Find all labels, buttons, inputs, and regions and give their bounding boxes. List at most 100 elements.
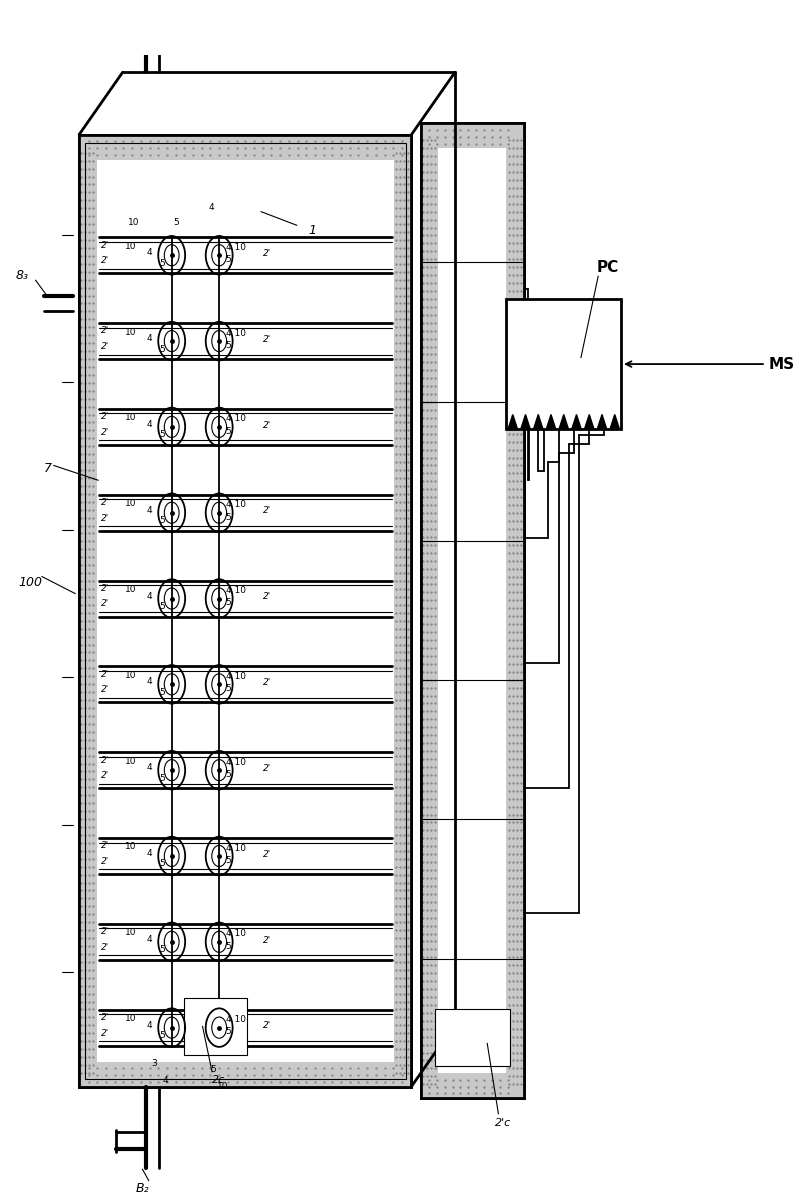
Bar [79,135,411,159]
Text: 8₃: 8₃ [16,269,29,282]
Text: 4 10: 4 10 [226,844,246,852]
Text: 4: 4 [146,505,152,515]
Text: 5: 5 [226,341,231,350]
Text: 10: 10 [125,929,136,937]
Text: 10: 10 [125,756,136,766]
Text: 2': 2' [262,850,271,859]
Text: 8₁: 8₁ [184,0,198,1]
Polygon shape [610,415,619,429]
Text: 10: 10 [125,670,136,680]
Text: 4: 4 [162,1077,168,1085]
Text: 2': 2' [262,764,271,773]
Text: 2': 2' [102,498,110,507]
Text: 7: 7 [43,462,51,476]
Polygon shape [559,415,569,429]
Polygon shape [521,415,530,429]
Bar [79,135,411,1086]
Text: 4: 4 [146,764,152,772]
Text: 2': 2' [262,936,271,944]
Text: 3: 3 [151,1060,157,1068]
Text: 5: 5 [159,688,165,697]
Text: 5: 5 [159,344,165,354]
Text: 10: 10 [125,842,136,852]
Text: 2': 2' [262,249,271,258]
Text: 10: 10 [125,327,136,337]
Polygon shape [572,415,582,429]
Text: 5: 5 [226,255,231,264]
Text: 5: 5 [226,856,231,865]
Bar [421,123,438,1098]
Text: 2': 2' [102,326,110,336]
Text: 10: 10 [128,217,139,227]
Bar [85,142,406,1079]
Text: 1: 1 [309,225,317,238]
Text: 2': 2' [262,1022,271,1030]
Text: 4 10: 4 10 [226,672,246,681]
Text: 5: 5 [226,685,231,693]
Text: 10: 10 [125,586,136,594]
Text: 4: 4 [146,335,152,343]
Text: 2ᴄ: 2ᴄ [212,1074,225,1085]
Bar [435,1010,510,1066]
Text: 4: 4 [209,203,214,213]
Text: 5: 5 [226,513,231,521]
Text: 10: 10 [218,1081,229,1091]
Text: 4 10: 4 10 [226,930,246,938]
Text: 4 10: 4 10 [226,243,246,252]
Text: 10: 10 [125,500,136,508]
Text: B₂: B₂ [136,1182,150,1195]
Text: 4 10: 4 10 [226,1016,246,1024]
Text: 5: 5 [159,602,165,611]
Text: 5: 5 [226,427,231,436]
Text: 2': 2' [102,685,110,694]
Text: 5: 5 [159,258,165,268]
Text: 5: 5 [174,217,179,227]
Bar [183,998,247,1055]
Text: 2': 2' [102,256,110,265]
Text: 4: 4 [146,1021,152,1030]
Text: MS: MS [769,356,795,372]
Text: 2'ᴄ: 2'ᴄ [495,1117,511,1128]
Bar [421,123,524,1098]
Text: 2': 2' [102,841,110,851]
Text: 10: 10 [125,413,136,422]
Text: 5: 5 [159,516,165,525]
Text: 4: 4 [146,848,152,858]
Text: 2': 2' [102,412,110,422]
Text: 2': 2' [102,771,110,780]
Text: 4 10: 4 10 [226,329,246,338]
Bar [421,1073,524,1098]
Text: 2': 2' [262,421,271,429]
Text: 2': 2' [102,1013,110,1022]
Bar [506,123,524,1098]
Text: 4: 4 [146,934,152,944]
Text: 2': 2' [262,593,271,601]
Polygon shape [546,415,556,429]
Text: 5: 5 [159,773,165,783]
Polygon shape [598,415,606,429]
Text: 5: 5 [226,599,231,607]
Text: 2': 2' [102,927,110,936]
Text: 4 10: 4 10 [226,415,246,423]
Text: 10: 10 [125,1015,136,1023]
Text: 4: 4 [146,592,152,601]
Text: 4 10: 4 10 [226,586,246,595]
Polygon shape [585,415,594,429]
Text: 100: 100 [18,576,42,589]
Text: 2': 2' [102,857,110,866]
Text: 5: 5 [210,1065,216,1074]
Text: 2': 2' [102,755,110,765]
Text: 2': 2' [262,678,271,687]
Text: 2': 2' [102,342,110,351]
Text: 2': 2' [102,1029,110,1037]
Text: 5: 5 [159,859,165,869]
Text: 2': 2' [102,669,110,679]
Text: 2': 2' [102,428,110,437]
Text: 4: 4 [146,249,152,257]
Text: 2': 2' [102,600,110,608]
Bar [79,1061,411,1086]
Bar [421,123,524,1098]
Text: 10: 10 [125,241,136,251]
Text: PC: PC [596,259,618,275]
Text: 4 10: 4 10 [226,758,246,767]
